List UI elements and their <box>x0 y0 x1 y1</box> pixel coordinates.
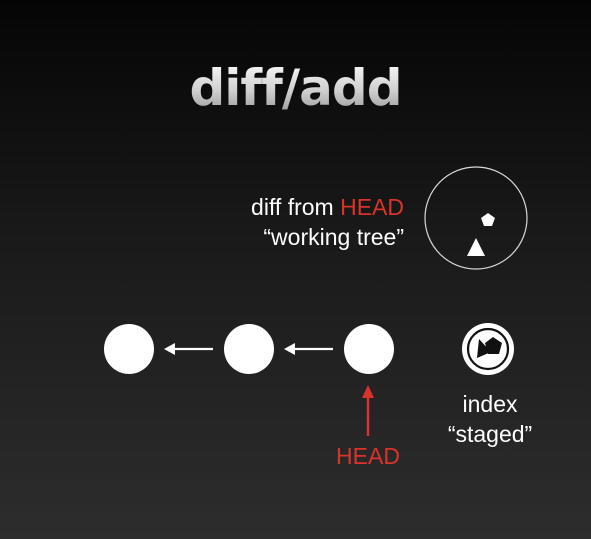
index-line1: index <box>462 391 518 417</box>
working-tree-caption: diff from HEAD “working tree” <box>228 192 404 252</box>
slide-title: diff/add <box>0 58 591 118</box>
triangle-icon <box>467 238 485 256</box>
parent-arrow <box>284 343 333 355</box>
index-line2: “staged” <box>447 421 533 447</box>
working-tree-circle <box>424 166 528 270</box>
index-node <box>462 323 514 375</box>
commit-node <box>224 324 274 374</box>
pentagon-icon <box>485 337 502 354</box>
triangle-icon <box>477 339 491 358</box>
head-label: HEAD <box>336 443 400 469</box>
index-caption: index “staged” <box>430 389 550 449</box>
head-commit-node <box>344 324 394 374</box>
head-arrow <box>362 385 374 436</box>
working-tree-line1-head: HEAD <box>340 194 404 220</box>
working-tree-line1-prefix: diff from <box>251 194 341 220</box>
commit-node <box>104 324 154 374</box>
working-tree-line2: “working tree” <box>263 224 404 250</box>
parent-arrow <box>164 343 213 355</box>
pentagon-icon <box>481 213 495 226</box>
